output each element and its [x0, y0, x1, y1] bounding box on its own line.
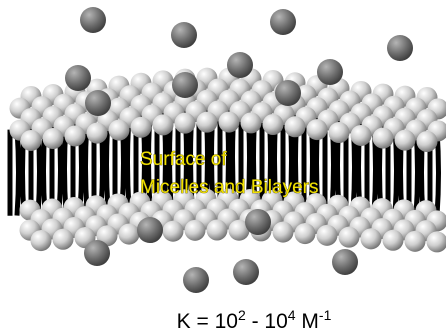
lipid-head [405, 231, 426, 252]
solute-ball [80, 7, 106, 33]
equation: K = 102 - 104 M-1 [177, 307, 332, 333]
solute-ball [317, 59, 343, 85]
lipid-head [185, 220, 206, 241]
bottom-leaflet [20, 189, 446, 253]
lipid-head [273, 222, 294, 243]
label-line-1: Surface of [140, 149, 227, 170]
lipid-head [339, 227, 360, 248]
lipid-head [21, 130, 42, 151]
lipid-head [219, 112, 240, 133]
solute-ball [227, 52, 253, 78]
equation-exponent: -1 [319, 307, 332, 323]
lipid-head [207, 220, 228, 241]
lipid-head [65, 125, 86, 146]
solute-ball [171, 22, 197, 48]
solute-ball [172, 72, 198, 98]
solute-ball [84, 240, 110, 266]
lipid-head [307, 119, 328, 140]
equation-part: M [296, 310, 319, 333]
diagram: Surface of Micelles and Bilayers K = 102… [0, 0, 446, 336]
lipid-head [119, 224, 140, 245]
lipid-head [31, 230, 52, 251]
equation-part: K = 10 [177, 310, 238, 333]
solute-ball [332, 249, 358, 275]
lipid-head [295, 223, 316, 244]
lipid-head [317, 225, 338, 246]
solute-ball [233, 259, 259, 285]
lipid-head [153, 114, 174, 135]
solute-ball [387, 35, 413, 61]
equation-part: - 10 [246, 310, 288, 333]
label-line-2: Micelles and Bilayers [140, 177, 318, 198]
lipid-head [383, 230, 404, 251]
lipid-head [163, 221, 184, 242]
lipid-head [43, 128, 64, 149]
lipid-head [109, 120, 130, 141]
solute-ball [245, 209, 271, 235]
lipid-head [263, 114, 284, 135]
solute-ball [183, 267, 209, 293]
equation-exponent: 2 [238, 307, 246, 323]
lipid-head [395, 130, 416, 151]
solute-ball [275, 80, 301, 106]
lipid-head [329, 122, 350, 143]
solute-ball [65, 65, 91, 91]
solute-ball [270, 9, 296, 35]
solute-ball [137, 217, 163, 243]
lipid-head [373, 128, 394, 149]
lipid-head [53, 229, 74, 250]
lipid-head [351, 125, 372, 146]
lipid-head [241, 112, 262, 133]
lipid-head [197, 112, 218, 133]
lipid-head [87, 123, 108, 144]
lipid-head [175, 113, 196, 134]
lipid-tail [86, 122, 88, 211]
lipid-tail [17, 129, 19, 215]
solute-ball [85, 90, 111, 116]
equation-exponent: 4 [288, 307, 296, 323]
lipid-head [285, 116, 306, 137]
lipid-head [361, 228, 382, 249]
lipid-head [131, 117, 152, 138]
lipid-head [417, 131, 438, 152]
